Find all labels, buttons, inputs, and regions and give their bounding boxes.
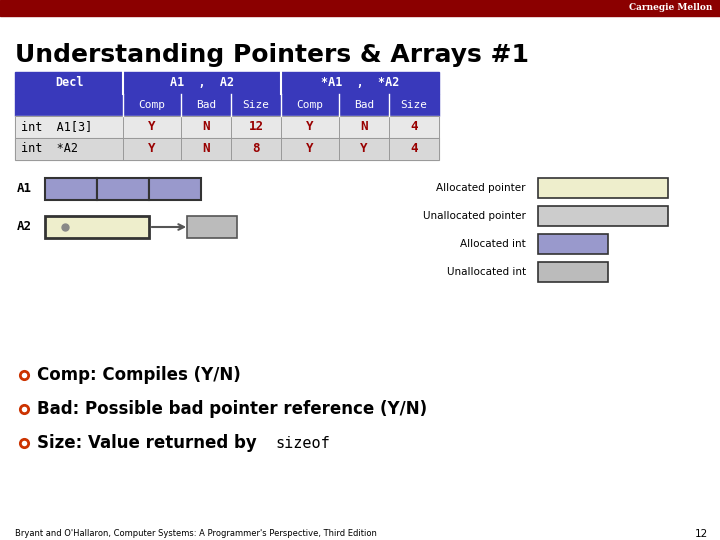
Bar <box>538 262 608 282</box>
Text: Unallocated pointer: Unallocated pointer <box>423 211 526 221</box>
Text: Unallocated int: Unallocated int <box>447 267 526 277</box>
Text: sizeof: sizeof <box>275 435 330 450</box>
Text: Allocated int: Allocated int <box>460 239 526 249</box>
Bar <box>187 216 237 238</box>
Text: 8: 8 <box>252 143 260 156</box>
Text: A1  ,  A2: A1 , A2 <box>170 77 234 90</box>
Bar <box>538 178 668 198</box>
Bar <box>538 206 668 226</box>
Text: int  A1[3]: int A1[3] <box>21 120 92 133</box>
Text: Understanding Pointers & Arrays #1: Understanding Pointers & Arrays #1 <box>15 43 529 67</box>
Bar <box>15 94 439 116</box>
Text: Comp: Comp <box>297 100 323 110</box>
Text: Comp: Compiles (Y/N): Comp: Compiles (Y/N) <box>37 366 240 384</box>
Text: Bad: Bad <box>196 100 216 110</box>
Text: Bryant and O'Hallaron, Computer Systems: A Programmer's Perspective, Third Editi: Bryant and O'Hallaron, Computer Systems:… <box>15 530 377 538</box>
Text: 12: 12 <box>695 529 708 539</box>
Text: 4: 4 <box>410 120 418 133</box>
Text: Bad: Possible bad pointer reference (Y/N): Bad: Possible bad pointer reference (Y/N… <box>37 400 427 418</box>
Text: Y: Y <box>360 143 368 156</box>
Text: Decl: Decl <box>55 77 84 90</box>
Bar <box>15 138 439 160</box>
Text: Size: Value returned by: Size: Value returned by <box>37 434 263 452</box>
Bar <box>45 216 149 238</box>
Bar <box>15 116 439 138</box>
Bar <box>15 116 439 138</box>
Text: Y: Y <box>148 120 156 133</box>
Text: A2: A2 <box>17 220 32 233</box>
Text: N: N <box>360 120 368 133</box>
Text: Size: Size <box>400 100 428 110</box>
Text: 4: 4 <box>410 143 418 156</box>
Text: Allocated pointer: Allocated pointer <box>436 183 526 193</box>
Text: Y: Y <box>306 143 314 156</box>
Text: Comp: Comp <box>138 100 166 110</box>
Text: *A1  ,  *A2: *A1 , *A2 <box>321 77 399 90</box>
Text: int  *A2: int *A2 <box>21 143 78 156</box>
Bar <box>15 72 439 94</box>
Text: Bad: Bad <box>354 100 374 110</box>
Text: N: N <box>202 143 210 156</box>
Text: Size: Size <box>243 100 269 110</box>
Bar <box>0 0 720 16</box>
Text: N: N <box>202 120 210 133</box>
Bar <box>149 178 201 200</box>
Text: Carnegie Mellon: Carnegie Mellon <box>629 3 712 12</box>
Bar <box>45 178 97 200</box>
Bar <box>538 234 608 254</box>
Text: 12: 12 <box>248 120 264 133</box>
Text: Y: Y <box>306 120 314 133</box>
Text: A1: A1 <box>17 183 32 195</box>
Text: Y: Y <box>148 143 156 156</box>
Bar <box>97 178 149 200</box>
Bar <box>15 138 439 160</box>
